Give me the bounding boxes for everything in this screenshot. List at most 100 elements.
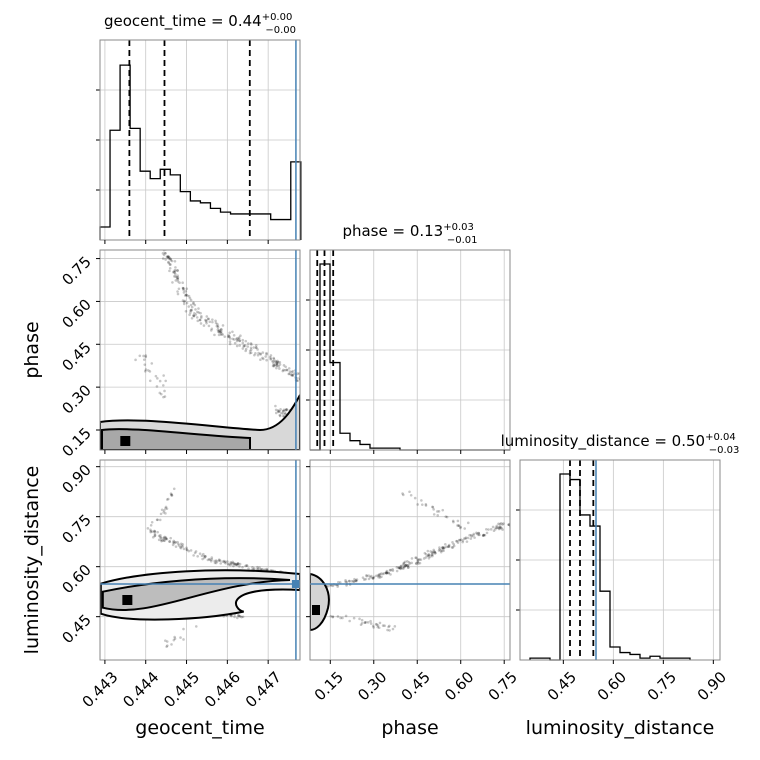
scatter-point bbox=[240, 615, 243, 619]
scatter-point bbox=[232, 564, 235, 568]
scatter-point bbox=[282, 364, 286, 367]
scatter-point bbox=[159, 512, 163, 516]
scatter-point bbox=[450, 546, 454, 549]
histogram-step bbox=[529, 473, 691, 661]
scatter-point bbox=[397, 566, 401, 569]
scatter-point bbox=[189, 298, 193, 302]
scatter-point bbox=[258, 566, 261, 569]
scatter-point bbox=[176, 540, 179, 544]
scatter-point bbox=[403, 565, 406, 569]
scatter-point bbox=[464, 537, 467, 540]
scatter-point bbox=[374, 622, 378, 626]
y-tick-label: 0.60 bbox=[58, 561, 94, 597]
scatter-point bbox=[278, 409, 281, 413]
scatter-point bbox=[275, 362, 279, 366]
scatter-point bbox=[254, 346, 258, 349]
scatter-point bbox=[163, 251, 167, 255]
scatter-point bbox=[279, 408, 282, 411]
scatter-point bbox=[284, 408, 288, 411]
scatter-point bbox=[371, 624, 375, 628]
scatter-point bbox=[459, 538, 463, 541]
scatter-point bbox=[388, 629, 391, 632]
scatter-point bbox=[269, 354, 273, 357]
scatter-point bbox=[494, 526, 498, 529]
scatter-point bbox=[177, 542, 180, 546]
scatter-point bbox=[430, 553, 433, 557]
scatter-point bbox=[331, 615, 335, 619]
scatter-point bbox=[230, 561, 233, 565]
scatter-point bbox=[176, 276, 180, 279]
scatter-point bbox=[190, 305, 194, 309]
scatter-point bbox=[451, 546, 455, 549]
scatter-point bbox=[173, 259, 177, 263]
scatter-point bbox=[278, 414, 282, 418]
scatter-point bbox=[385, 571, 388, 575]
scatter-point bbox=[402, 567, 405, 570]
scatter-point bbox=[161, 252, 165, 255]
scatter-point bbox=[259, 352, 262, 355]
scatter-point bbox=[296, 379, 299, 383]
scatter-point bbox=[159, 536, 163, 540]
scatter-point bbox=[378, 572, 382, 576]
scatter-point bbox=[485, 527, 488, 531]
scatter-point bbox=[409, 493, 413, 497]
histogram-step bbox=[310, 263, 510, 451]
scatter-point bbox=[401, 563, 405, 567]
scatter-point bbox=[377, 573, 381, 577]
scatter-point bbox=[236, 563, 239, 567]
scatter-point bbox=[153, 534, 157, 538]
scatter-point bbox=[216, 322, 219, 326]
scatter-point bbox=[161, 539, 164, 542]
scatter-point bbox=[440, 546, 444, 550]
scatter-point bbox=[217, 559, 221, 562]
scatter-point bbox=[219, 562, 223, 565]
scatter-point bbox=[167, 255, 170, 259]
scatter-point bbox=[192, 301, 195, 304]
scatter-point bbox=[441, 546, 444, 549]
scatter-point bbox=[456, 519, 460, 523]
scatter-point bbox=[169, 536, 172, 540]
scatter-point bbox=[231, 560, 235, 564]
scatter-point bbox=[171, 270, 175, 274]
scatter-point bbox=[227, 333, 230, 337]
scatter-point bbox=[181, 299, 185, 302]
scatter-point bbox=[232, 334, 236, 337]
scatter-point bbox=[419, 558, 423, 561]
scatter-point bbox=[185, 301, 189, 305]
scatter-point bbox=[224, 561, 227, 565]
scatter-point bbox=[219, 330, 223, 333]
scatter-point bbox=[422, 557, 426, 560]
scatter-point bbox=[371, 576, 374, 580]
scatter-point bbox=[388, 568, 392, 572]
scatter-point bbox=[156, 530, 159, 534]
scatter-point bbox=[176, 274, 179, 278]
scatter-point bbox=[149, 528, 152, 532]
scatter-point bbox=[207, 557, 211, 561]
scatter-point bbox=[205, 321, 208, 325]
scatter-point bbox=[437, 510, 441, 513]
scatter-point bbox=[271, 360, 274, 363]
scatter-point bbox=[249, 346, 253, 350]
scatter-point bbox=[164, 379, 167, 383]
scatter-point bbox=[179, 542, 183, 546]
scatter-point bbox=[355, 578, 359, 581]
scatter-point bbox=[204, 318, 207, 322]
scatter-point bbox=[243, 344, 247, 347]
scatter-point bbox=[179, 545, 182, 549]
scatter-point bbox=[399, 566, 403, 570]
scatter-point bbox=[431, 505, 434, 509]
scatter-point bbox=[275, 364, 279, 367]
scatter-point bbox=[472, 534, 475, 537]
scatter-point bbox=[401, 493, 405, 497]
scatter-point bbox=[431, 551, 435, 555]
scatter-point bbox=[388, 624, 391, 628]
scatter-point bbox=[288, 372, 291, 376]
scatter-point bbox=[473, 536, 476, 539]
scatter-point bbox=[339, 616, 342, 620]
scatter-point bbox=[194, 550, 198, 553]
title-text: geocent_time = 0.44 bbox=[104, 12, 262, 31]
x-tick-label: 0.90 bbox=[694, 668, 730, 704]
scatter-point bbox=[168, 263, 172, 266]
scatter-point bbox=[254, 344, 258, 347]
panel-scatter-geocent_time-phase bbox=[100, 250, 300, 450]
